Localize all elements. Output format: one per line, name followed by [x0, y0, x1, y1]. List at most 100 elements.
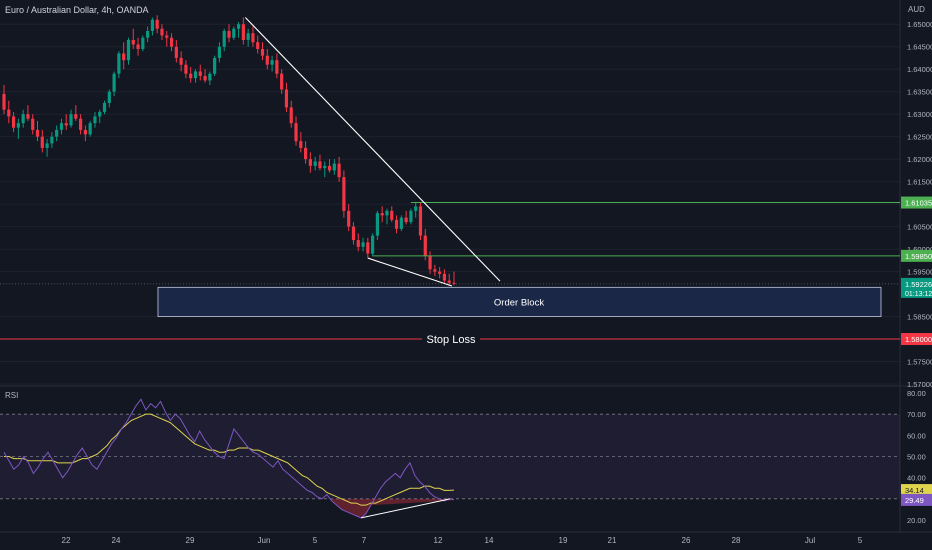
candle-body [356, 240, 360, 247]
candle-body [270, 60, 274, 65]
candle-body [112, 73, 116, 92]
candle-body [433, 269, 437, 272]
candle-body [442, 273, 447, 281]
rsi-panel [0, 398, 900, 519]
candle-body [428, 255, 432, 270]
current-price-tag-bg [901, 277, 932, 298]
candle-body [146, 30, 150, 38]
price-tick-label: 1.64000 [907, 65, 932, 74]
candle-body [16, 123, 20, 128]
price-tick-label: 1.62500 [907, 133, 932, 142]
time-tick-label: 26 [682, 536, 691, 545]
level-price-tag-bg [901, 249, 932, 262]
candle-body [98, 111, 102, 117]
time-tick-label: 5 [313, 536, 318, 545]
candle-body [78, 118, 83, 130]
time-tick-label: 24 [112, 536, 121, 545]
candle-body [155, 19, 159, 29]
candle-body [35, 129, 40, 137]
candle-body [193, 71, 198, 79]
candle-body [227, 30, 231, 38]
price-tick-label: 1.64500 [907, 43, 932, 52]
candle-body [59, 123, 64, 130]
candle-body [371, 235, 375, 254]
candle-body [332, 163, 336, 171]
drawings-layer: Stop Loss Order Block [0, 17, 900, 347]
candle-body [327, 165, 332, 171]
candle-body [265, 55, 269, 65]
candle-body [141, 37, 145, 49]
candle-body [280, 73, 284, 90]
candle-body [222, 30, 226, 47]
candle-body [45, 143, 49, 148]
candle-body [299, 141, 303, 148]
rsi-tick-label: 50.00 [907, 453, 926, 462]
time-tick-label: 19 [559, 536, 568, 545]
candle-body [375, 213, 380, 236]
rsi-tick-label: 80.00 [907, 389, 926, 398]
candle-body [21, 114, 25, 124]
price-tick-label: 1.63500 [907, 88, 932, 97]
candle-body [447, 280, 451, 283]
price-tick-label: 1.57500 [907, 358, 932, 367]
rsi-value-tag: 29.49 [905, 496, 924, 505]
price-pane-bg [0, 0, 932, 386]
candle-body [131, 39, 135, 45]
candles-layer [2, 15, 456, 286]
symbol-title: Euro / Australian Dollar, 4h, OANDA [5, 5, 149, 15]
candle-body [380, 213, 384, 216]
candle-body [241, 24, 245, 40]
candle-body [347, 210, 351, 227]
candle-body [107, 91, 111, 103]
candle-body [126, 39, 131, 61]
price-tick-label: 1.61500 [907, 178, 932, 187]
candle-body [438, 271, 442, 274]
price-tick-label: 1.59500 [907, 268, 932, 277]
price-tick-label: 1.65000 [907, 20, 932, 29]
candle-body [303, 147, 308, 160]
time-tick-label: 14 [485, 536, 494, 545]
candle-body [323, 165, 327, 169]
candle-body [246, 33, 250, 40]
candle-body [102, 102, 107, 112]
candle-body [2, 93, 6, 110]
candle-body [366, 242, 370, 254]
candle-body [160, 28, 164, 36]
candle-body [174, 46, 178, 58]
candle-body [275, 60, 279, 74]
rsi-ma-tag-bg [901, 484, 932, 497]
candle-body [31, 118, 35, 130]
price-tick-label: 1.60000 [907, 245, 932, 254]
stop-loss-label-bg [422, 332, 480, 347]
candle-body [361, 242, 365, 247]
candle-body [452, 282, 456, 284]
stop-loss-price-tag-bg [901, 333, 932, 346]
level-price-tag: 1.61035 [905, 199, 932, 208]
time-tick-label: 29 [186, 536, 195, 545]
candle-body [198, 71, 202, 76]
price-tick-label: 1.63000 [907, 110, 932, 119]
price-axis: 1.65000 1.64500 1.64000 1.63500 1.63000 1.625… [901, 20, 932, 389]
countdown-tag: 01:13:12 [905, 291, 932, 298]
rsi-axis: 80.0070.0060.0050.0040.0030.0020.0034.14… [901, 389, 932, 525]
candle-body [50, 136, 54, 144]
candle-body [256, 42, 260, 49]
rsi-tick-label: 60.00 [907, 431, 926, 440]
rsi-ma-tag: 34.14 [905, 486, 924, 495]
candle-body [399, 217, 403, 229]
order-block-zone [157, 286, 882, 317]
divergence-trendline [367, 257, 453, 287]
candle-body [165, 35, 169, 38]
time-tick-label: 12 [434, 536, 443, 545]
rsi-tick-label: 40.00 [907, 474, 926, 483]
candle-body [74, 114, 78, 119]
candle-body [208, 73, 212, 81]
price-tick-label: 1.58500 [907, 313, 932, 322]
candle-body [150, 19, 155, 31]
candle-body [423, 235, 427, 256]
order-block-label: Order Block [494, 297, 544, 308]
time-tick-label: 28 [732, 536, 741, 545]
rsi-value-tag-bg [901, 493, 932, 506]
time-tick-label: 22 [62, 536, 71, 545]
